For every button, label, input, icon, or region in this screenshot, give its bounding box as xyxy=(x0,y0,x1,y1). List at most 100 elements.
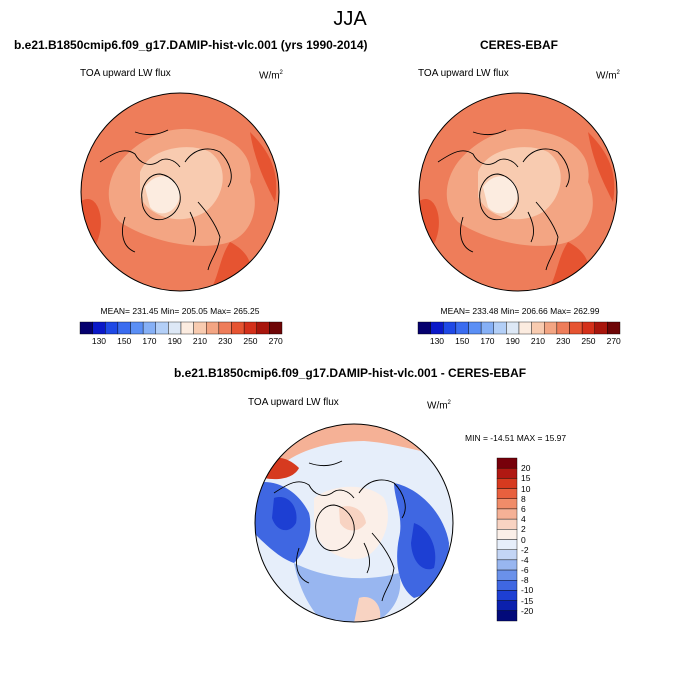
colorbar-swatch xyxy=(142,321,156,335)
colorbar-swatch xyxy=(496,569,518,581)
colorbar-tick-label: -20 xyxy=(521,605,534,616)
colorbar-swatch xyxy=(256,321,270,335)
colorbar-swatch xyxy=(468,321,482,335)
colorbar-swatch xyxy=(243,321,257,335)
colorbar-swatch xyxy=(531,321,545,335)
colorbar-tick-label: -8 xyxy=(521,575,529,586)
colorbar-tick-label: 0 xyxy=(521,534,526,545)
colorbar-tick-label: -10 xyxy=(521,585,534,596)
colorbar-swatch xyxy=(496,467,518,479)
colorbar-tick-label: 15 xyxy=(521,473,531,484)
left-variable-label: TOA upward LW flux xyxy=(80,68,171,79)
colorbar-tick-label: 150 xyxy=(117,336,132,346)
figure-title: JJA xyxy=(333,8,367,30)
colorbar-tick-label: 2 xyxy=(521,524,526,535)
colorbar-swatch xyxy=(231,321,245,335)
colorbar-swatch xyxy=(581,321,595,335)
right-variable-label: TOA upward LW flux xyxy=(418,68,509,79)
colorbar-swatch xyxy=(496,549,518,561)
left-polar-map xyxy=(80,92,280,292)
colorbar-swatch xyxy=(506,321,520,335)
colorbar-swatch xyxy=(496,539,518,550)
colorbar-tick-label: -2 xyxy=(521,544,529,555)
colorbar-tick-label: 190 xyxy=(167,336,182,346)
colorbar-tick-label: -4 xyxy=(521,554,529,565)
map-boundary xyxy=(254,423,454,623)
diff-variable-label: TOA upward LW flux xyxy=(248,397,339,408)
colorbar-swatch xyxy=(130,321,144,335)
colorbar-tick-label: 270 xyxy=(606,336,621,346)
strong-negative-anomaly xyxy=(272,497,297,531)
coastlines xyxy=(99,129,232,271)
diff-colorbar-labels: 20 15 10 8 6 4 2 0 -2 -4 -6 -8 -10 -15 -20 xyxy=(521,458,551,621)
right-case-title: CERES-EBAF xyxy=(480,38,559,52)
colorbar-tick-label: -6 xyxy=(521,565,529,576)
colorbar-swatch xyxy=(496,559,518,571)
colorbar-tick-label: 170 xyxy=(480,336,495,346)
strong-negative-anomaly xyxy=(411,523,436,570)
colorbar-swatch xyxy=(155,321,169,335)
colorbar-tick-label: 4 xyxy=(521,514,526,525)
colorbar-swatch xyxy=(480,321,494,335)
colorbar-tick-label: 8 xyxy=(521,493,526,504)
colorbar-swatch xyxy=(496,600,518,612)
colorbar-swatch xyxy=(79,321,93,335)
colorbar-tick-label: 230 xyxy=(218,336,233,346)
colorbar-swatch xyxy=(92,321,106,335)
colorbar-swatch xyxy=(496,478,518,489)
colorbar-swatch xyxy=(544,321,558,335)
diff-polar-map xyxy=(254,423,454,623)
colorbar-swatch xyxy=(496,508,518,520)
diff-colorbar xyxy=(496,457,518,622)
flux-high-region xyxy=(588,132,615,202)
colorbar-swatch xyxy=(496,457,518,469)
colorbar-swatch xyxy=(496,610,518,622)
colorbar-swatch xyxy=(496,580,518,591)
map-boundary xyxy=(418,92,618,292)
greenland-low-flux xyxy=(483,176,518,214)
colorbar-swatch xyxy=(430,321,444,335)
colorbar-tick-label: -15 xyxy=(521,595,534,606)
colorbar-tick-label: 210 xyxy=(530,336,546,346)
colorbar-tick-label: 230 xyxy=(556,336,571,346)
left-stats: MEAN= 231.45 Min= 205.05 Max= 265.25 xyxy=(100,306,260,316)
left-units-label: W/m2 xyxy=(259,70,283,82)
positive-anomaly-region xyxy=(255,587,276,622)
positive-anomaly-region xyxy=(354,597,381,622)
right-units-label: W/m2 xyxy=(596,70,620,82)
colorbar-swatch xyxy=(594,321,608,335)
left-colorbar xyxy=(79,321,283,335)
colorbar-swatch xyxy=(180,321,194,335)
coastlines xyxy=(273,460,406,602)
diff-case-title: b.e21.B1850cmip6.f09_g17.DAMIP-hist-vlc.… xyxy=(173,366,527,380)
colorbar-swatch xyxy=(168,321,182,335)
colorbar-tick-label: 130 xyxy=(429,336,445,346)
colorbar-swatch xyxy=(218,321,232,335)
colorbar-swatch xyxy=(607,321,621,335)
colorbar-swatch xyxy=(269,321,283,335)
map-boundary xyxy=(80,92,280,292)
colorbar-tick-label: 250 xyxy=(581,336,596,346)
colorbar-swatch xyxy=(493,321,507,335)
colorbar-tick-label: 270 xyxy=(268,336,283,346)
colorbar-tick-label: 210 xyxy=(192,336,208,346)
coastlines xyxy=(437,129,570,271)
colorbar-swatch xyxy=(496,518,518,530)
colorbar-tick-label: 10 xyxy=(521,483,531,494)
colorbar-tick-label: 170 xyxy=(142,336,157,346)
left-colorbar-labels: 130 150 170 190 210 230 250 270 xyxy=(80,336,283,348)
colorbar-swatch xyxy=(496,498,518,510)
colorbar-swatch xyxy=(496,529,518,540)
colorbar-swatch xyxy=(117,321,131,335)
colorbar-swatch xyxy=(193,321,207,335)
colorbar-swatch xyxy=(443,321,457,335)
flux-high-region xyxy=(419,199,439,262)
colorbar-tick-label: 150 xyxy=(455,336,470,346)
positive-anomaly-region xyxy=(339,506,366,531)
colorbar-swatch xyxy=(496,488,518,499)
diff-stats: MIN = -14.51 MAX = 15.97 xyxy=(465,433,567,443)
flux-high-region xyxy=(250,132,277,202)
colorbar-tick-label: 130 xyxy=(91,336,107,346)
colorbar-swatch xyxy=(206,321,220,335)
colorbar-swatch xyxy=(455,321,469,335)
